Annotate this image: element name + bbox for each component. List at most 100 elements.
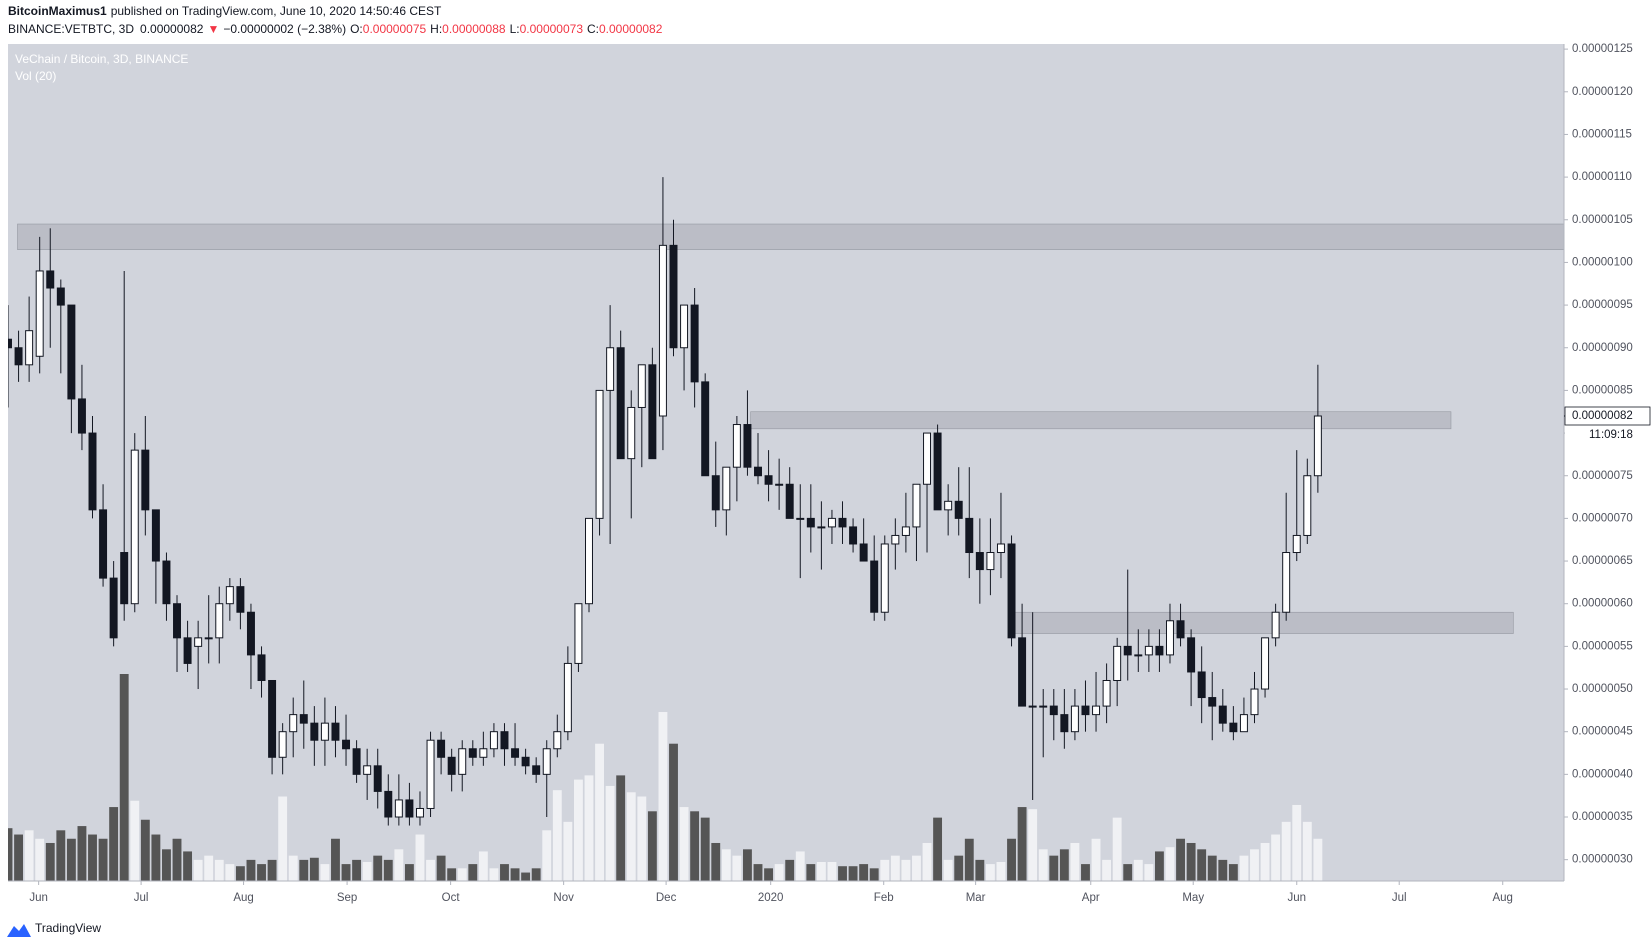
candle-body bbox=[194, 637, 203, 647]
candle-body bbox=[1303, 475, 1312, 536]
volume-bar bbox=[975, 859, 985, 881]
volume-bar bbox=[88, 834, 97, 881]
candle-body bbox=[669, 244, 678, 349]
candle-body bbox=[933, 432, 942, 511]
low: 0.00000073 bbox=[520, 22, 584, 36]
candle-body bbox=[120, 552, 129, 605]
low-label: L: bbox=[510, 22, 520, 36]
countdown-box bbox=[1565, 426, 1650, 444]
header-line-1: BitcoinMaximus1 published on TradingView.… bbox=[8, 4, 442, 18]
candle-body bbox=[342, 739, 351, 750]
candle-body bbox=[1018, 637, 1027, 707]
volume-bar bbox=[743, 849, 752, 881]
volume-bar bbox=[288, 855, 298, 881]
volume-legend: Vol (20) bbox=[15, 69, 56, 83]
y-tick-label: 0.00000115 bbox=[1572, 128, 1632, 140]
candle-body bbox=[320, 722, 329, 741]
candle-body bbox=[1039, 705, 1048, 708]
volume-bar bbox=[616, 775, 626, 881]
candle-body bbox=[680, 304, 689, 349]
volume-bar bbox=[109, 807, 119, 881]
candle-body bbox=[173, 603, 182, 639]
candle-body bbox=[775, 483, 784, 486]
y-tick-label: 0.00000045 bbox=[1572, 726, 1633, 738]
volume-bar bbox=[235, 866, 245, 881]
volume-bar bbox=[436, 855, 446, 881]
chart-title: VeChain / Bitcoin, 3D, BINANCE bbox=[15, 52, 188, 66]
volume-bar bbox=[573, 779, 583, 881]
y-tick-label: 0.00000055 bbox=[1572, 640, 1633, 652]
candle-body bbox=[690, 304, 699, 383]
candle-body bbox=[1187, 637, 1196, 673]
volume-bar bbox=[647, 811, 657, 881]
volume-bar bbox=[214, 859, 224, 881]
volume-bar bbox=[500, 864, 509, 881]
volume-bar bbox=[859, 864, 869, 881]
volume-bar bbox=[383, 859, 393, 881]
last-price-box bbox=[1564, 406, 1651, 426]
candle-body bbox=[986, 552, 995, 571]
volume-bar bbox=[204, 855, 214, 881]
candle-body bbox=[489, 731, 498, 750]
close-label: C: bbox=[587, 22, 599, 36]
candle-body bbox=[1229, 722, 1238, 733]
candle-body bbox=[965, 517, 974, 554]
volume-bar bbox=[1165, 847, 1175, 881]
volume-bar bbox=[1028, 809, 1038, 881]
volume-bar bbox=[119, 674, 129, 881]
volume-bar bbox=[426, 859, 435, 881]
volume-bar bbox=[531, 868, 541, 881]
price: 0.00000082 bbox=[140, 22, 204, 36]
volume-bar bbox=[1017, 807, 1027, 881]
volume-bar bbox=[193, 859, 203, 881]
candle-body bbox=[785, 483, 794, 519]
y-tick-label: 0.00000060 bbox=[1572, 598, 1633, 610]
close: 0.00000082 bbox=[599, 22, 663, 36]
candle-body bbox=[88, 432, 97, 511]
x-tick-label: Jul bbox=[1392, 892, 1407, 904]
volume-bar bbox=[1123, 864, 1133, 881]
volume-bar bbox=[447, 868, 457, 881]
x-tick-label: Mar bbox=[966, 892, 986, 904]
volume-bar bbox=[753, 864, 763, 881]
volume-bar bbox=[1112, 817, 1122, 881]
candle-body bbox=[1282, 552, 1291, 613]
candle-body bbox=[458, 748, 467, 775]
volume-bar bbox=[1038, 849, 1048, 881]
candle-body bbox=[1007, 543, 1016, 639]
candle-body bbox=[701, 381, 710, 477]
volume-bar bbox=[901, 859, 911, 881]
volume-bar bbox=[1091, 838, 1101, 881]
volume-bar bbox=[626, 792, 636, 881]
candle-body bbox=[532, 765, 541, 775]
candle-body bbox=[754, 466, 762, 477]
volume-bar bbox=[257, 864, 266, 881]
candle-body bbox=[289, 714, 298, 733]
volume-bar bbox=[130, 800, 140, 881]
volume-bar bbox=[637, 796, 647, 881]
candle-body bbox=[1070, 705, 1079, 733]
volume-bar bbox=[1292, 804, 1302, 881]
candle-body bbox=[447, 756, 456, 775]
candle-body bbox=[849, 526, 858, 545]
candle-body bbox=[827, 517, 836, 528]
candle-body bbox=[859, 543, 868, 562]
y-tick-label: 0.00000100 bbox=[1572, 256, 1633, 268]
candle-body bbox=[923, 432, 932, 485]
candle-body bbox=[384, 790, 393, 818]
candle-body bbox=[627, 406, 636, 460]
volume-bar bbox=[827, 861, 837, 881]
volume-bar bbox=[320, 864, 330, 881]
volume-bar bbox=[278, 796, 288, 881]
countdown: 11:09:18 bbox=[1589, 429, 1633, 441]
candle-body bbox=[975, 552, 984, 571]
volume-bar bbox=[1302, 821, 1312, 881]
zone bbox=[17, 223, 1564, 250]
volume-bar bbox=[774, 864, 784, 881]
volume-bar bbox=[299, 859, 309, 881]
volume-bar bbox=[1176, 838, 1185, 881]
candle-body bbox=[437, 739, 446, 758]
volume-bar bbox=[658, 712, 668, 881]
candle-body bbox=[1292, 534, 1301, 554]
volume-bar bbox=[56, 830, 66, 881]
